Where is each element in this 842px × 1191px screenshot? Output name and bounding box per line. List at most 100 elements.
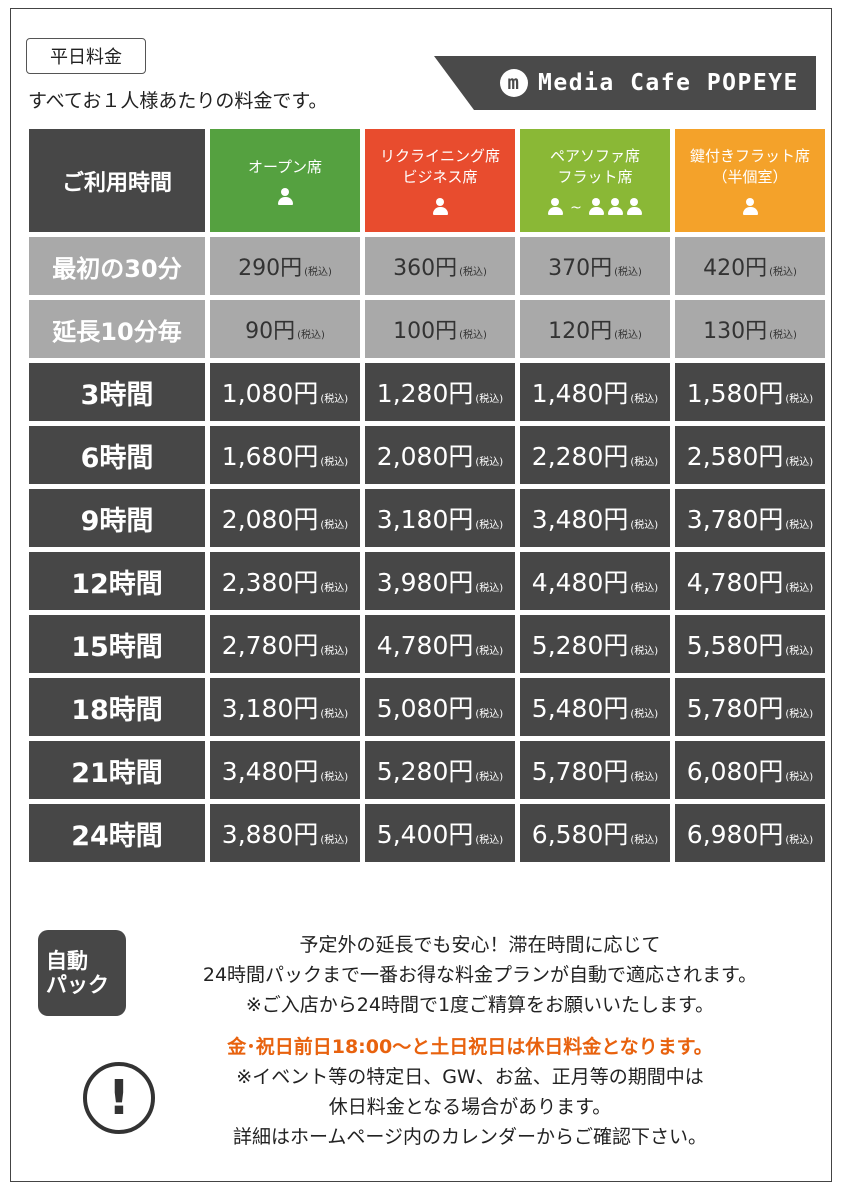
price-value: 100円	[393, 319, 458, 344]
tax-note: (税込)	[785, 394, 814, 405]
tax-note: (税込)	[630, 394, 659, 405]
person-icon	[588, 198, 605, 215]
time-header: ご利用時間	[29, 129, 205, 232]
price-value: 3,480円	[531, 505, 629, 534]
tax-note: (税込)	[630, 772, 659, 783]
price-row: 18時間 3,180円 (税込) 5,080円 (税込) 5,480円 (税込) 5,780円…	[29, 678, 825, 736]
tax-note: (税込)	[475, 646, 504, 657]
price-value: 130円	[703, 319, 768, 344]
price-value: 3,180円	[221, 694, 319, 723]
tax-note: (税込)	[785, 583, 814, 594]
tax-note: (税込)	[459, 330, 487, 341]
price-value: 2,380円	[221, 568, 319, 597]
price-value: 4,780円	[686, 568, 784, 597]
price-cell: 4,480円 (税込)	[520, 552, 670, 610]
price-cell: 120円 (税込)	[520, 300, 670, 358]
duration-label: 12時間	[29, 552, 205, 610]
price-row: 15時間 2,780円 (税込) 4,780円 (税込) 5,280円 (税込) 5,580円…	[29, 615, 825, 673]
price-value: 4,480円	[531, 568, 629, 597]
auto-pack-text: 予定外の延長でも安心！滞在時間に応じて 24時間パックまで一番お得な料金プランが…	[130, 930, 830, 1020]
col-pair-sofa-seat: ペアソファ席 フラット席 ~	[520, 129, 670, 232]
price-sheet	[10, 8, 832, 1182]
duration-label: 最初の30分	[29, 237, 205, 295]
price-row: 21時間 3,480円 (税込) 5,280円 (税込) 5,780円 (税込) 6,080円…	[29, 741, 825, 799]
tax-note: (税込)	[614, 330, 642, 341]
price-value: 5,400円	[376, 820, 474, 849]
duration-label: 21時間	[29, 741, 205, 799]
price-value: 5,780円	[686, 694, 784, 723]
col-name: リクライニング席	[379, 147, 500, 165]
price-cell: 5,080円 (税込)	[365, 678, 515, 736]
price-cell: 1,080円 (税込)	[210, 363, 360, 421]
price-value: 6,580円	[531, 820, 629, 849]
price-value: 1,280円	[376, 379, 474, 408]
price-value: 5,480円	[531, 694, 629, 723]
price-cell: 5,280円 (税込)	[520, 615, 670, 673]
col-name: ペアソファ席	[549, 147, 640, 165]
price-cell: 2,580円 (税込)	[675, 426, 825, 484]
duration-label: 18時間	[29, 678, 205, 736]
price-value: 3,880円	[221, 820, 319, 849]
price-cell: 1,580円 (税込)	[675, 363, 825, 421]
person-icon	[277, 187, 294, 205]
tax-note: (税込)	[630, 457, 659, 468]
tax-note: (税込)	[785, 646, 814, 657]
price-cell: 2,780円 (税込)	[210, 615, 360, 673]
price-cell: 130円 (税込)	[675, 300, 825, 358]
tax-note: (税込)	[630, 835, 659, 846]
price-cell: 5,400円 (税込)	[365, 804, 515, 862]
price-value: 90円	[245, 319, 296, 344]
price-value: 2,780円	[221, 631, 319, 660]
price-cell: 3,480円 (税込)	[520, 489, 670, 547]
price-cell: 5,780円 (税込)	[520, 741, 670, 799]
price-value: 3,980円	[376, 568, 474, 597]
price-cell: 2,080円 (税込)	[365, 426, 515, 484]
price-cell: 3,180円 (税込)	[210, 678, 360, 736]
auto-pack-badge: 自動 パック	[38, 930, 130, 1016]
notice-line: ※イベント等の特定日、GW、お盆、正月等の期間中は	[236, 1066, 704, 1088]
price-row: 6時間 1,680円 (税込) 2,080円 (税込) 2,280円 (税込) 2,580円(…	[29, 426, 825, 484]
col-name-2: （半個室）	[712, 168, 788, 186]
col-name: 鍵付きフラット席	[689, 147, 810, 165]
price-cell: 6,080円 (税込)	[675, 741, 825, 799]
price-cell: 360円 (税込)	[365, 237, 515, 295]
tax-note: (税込)	[475, 835, 504, 846]
price-value: 2,280円	[531, 442, 629, 471]
col-locked-flat-seat: 鍵付きフラット席 （半個室）	[675, 129, 825, 232]
weekday-tag: 平日料金	[26, 38, 146, 74]
duration-label: 延長10分毎	[29, 300, 205, 358]
price-value: 5,580円	[686, 631, 784, 660]
tax-note: (税込)	[320, 583, 349, 594]
price-value: 3,780円	[686, 505, 784, 534]
price-cell: 5,280円 (税込)	[365, 741, 515, 799]
tilde: ~	[570, 200, 582, 216]
tax-note: (税込)	[320, 394, 349, 405]
holiday-notice: 金･祝日前日18:00～と土日祝日は休日料金となります。 ※イベント等の特定日、…	[150, 1032, 790, 1152]
price-table: ご利用時間 オープン席 リクライニング席 ビジネス席 ペアソファ席 フラット席 …	[24, 124, 830, 867]
price-value: 120円	[548, 319, 613, 344]
tax-note: (税込)	[630, 646, 659, 657]
price-cell: 3,980円 (税込)	[365, 552, 515, 610]
price-value: 420円	[703, 256, 768, 281]
brand-banner: m Media Cafe POPEYE	[434, 56, 816, 110]
exclamation-icon: !	[83, 1062, 155, 1134]
duration-label: 6時間	[29, 426, 205, 484]
notice-line: 休日料金となる場合があります。	[328, 1096, 612, 1118]
price-cell: 1,280円 (税込)	[365, 363, 515, 421]
tax-note: (税込)	[769, 330, 797, 341]
price-cell: 6,980円 (税込)	[675, 804, 825, 862]
price-value: 360円	[393, 256, 458, 281]
price-value: 5,780円	[531, 757, 629, 786]
col-recliner-seat: リクライニング席 ビジネス席	[365, 129, 515, 232]
price-cell: 1,680円 (税込)	[210, 426, 360, 484]
tax-note: (税込)	[475, 772, 504, 783]
price-cell: 3,880円 (税込)	[210, 804, 360, 862]
price-value: 3,480円	[221, 757, 319, 786]
price-cell: 420円 (税込)	[675, 237, 825, 295]
price-value: 290円	[238, 256, 303, 281]
duration-label: 3時間	[29, 363, 205, 421]
badge-line-1: 自動	[46, 949, 88, 973]
price-row: 延長10分毎 90円 (税込) 100円 (税込) 120円 (税込) 130円 (税込)	[29, 300, 825, 358]
price-value: 6,980円	[686, 820, 784, 849]
tax-note: (税込)	[769, 267, 797, 278]
